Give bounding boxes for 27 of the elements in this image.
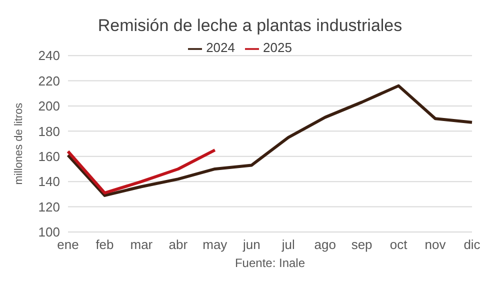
x-tick-label: ago — [314, 237, 336, 252]
y-tick-label: 120 — [38, 199, 60, 214]
legend-label: 2025 — [263, 40, 292, 55]
y-tick-label: 180 — [38, 124, 60, 139]
y-axis-title: millones de litros — [12, 102, 25, 185]
chart-title: Remisión de leche a plantas industriales — [96, 15, 404, 36]
y-tick-label: 200 — [38, 98, 60, 114]
x-tick-label: jun — [242, 237, 260, 252]
x-tick-label: jul — [280, 237, 295, 252]
x-tick-label: mar — [130, 237, 154, 252]
legend-label: 2024 — [206, 40, 235, 55]
x-tick-label: abr — [168, 237, 188, 252]
x-tick-label: may — [202, 237, 228, 252]
line-series — [66, 84, 474, 197]
x-tick-label: dic — [464, 237, 481, 252]
y-tick-label: 220 — [38, 73, 60, 88]
x-tick-label: sep — [351, 237, 372, 252]
y-tick-label: 240 — [38, 48, 60, 64]
x-tick-label: nov — [424, 237, 446, 252]
source-note: Fuente: Inale — [234, 256, 306, 270]
y-tick-label: 160 — [38, 149, 60, 164]
line-series — [66, 148, 216, 194]
y-tick-label: 140 — [38, 174, 60, 190]
y-tick-label: 100 — [38, 224, 60, 240]
x-tick-label: ene — [57, 237, 79, 252]
x-tick-label: feb — [96, 237, 114, 252]
x-tick-label: oct — [390, 237, 408, 252]
